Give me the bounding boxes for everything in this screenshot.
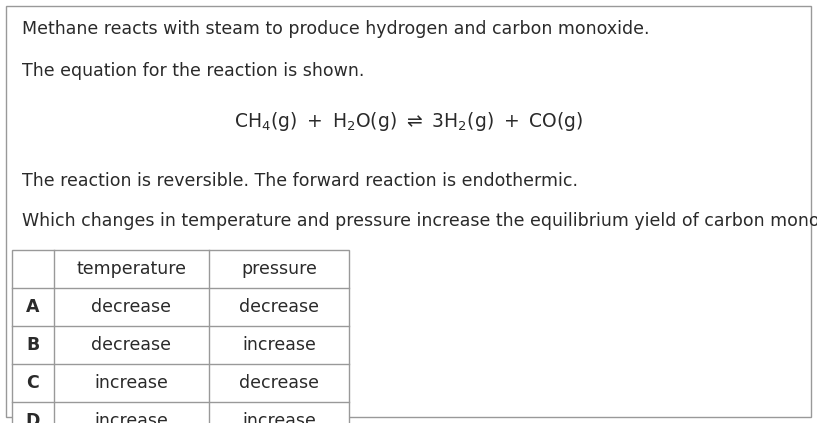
Text: temperature: temperature bbox=[77, 260, 186, 278]
Text: The reaction is reversible. The forward reaction is endothermic.: The reaction is reversible. The forward … bbox=[22, 172, 578, 190]
Text: Methane reacts with steam to produce hydrogen and carbon monoxide.: Methane reacts with steam to produce hyd… bbox=[22, 20, 650, 38]
Bar bbox=[12, 250, 349, 423]
Text: A: A bbox=[26, 298, 40, 316]
Text: B: B bbox=[26, 336, 40, 354]
Text: $\mathrm{CH_4(g)\ +\ H_2O(g)\ \rightleftharpoons\ 3H_2(g)\ +\ CO(g)}$: $\mathrm{CH_4(g)\ +\ H_2O(g)\ \rightleft… bbox=[234, 110, 583, 133]
Text: Which changes in temperature and pressure increase the equilibrium yield of carb: Which changes in temperature and pressur… bbox=[22, 212, 817, 230]
Text: C: C bbox=[27, 374, 39, 392]
Text: decrease: decrease bbox=[239, 374, 319, 392]
Text: increase: increase bbox=[242, 412, 316, 423]
Text: D: D bbox=[26, 412, 40, 423]
Text: decrease: decrease bbox=[92, 336, 172, 354]
Text: decrease: decrease bbox=[239, 298, 319, 316]
Text: increase: increase bbox=[95, 412, 168, 423]
Text: The equation for the reaction is shown.: The equation for the reaction is shown. bbox=[22, 62, 364, 80]
Text: decrease: decrease bbox=[92, 298, 172, 316]
Text: increase: increase bbox=[95, 374, 168, 392]
Text: increase: increase bbox=[242, 336, 316, 354]
Text: pressure: pressure bbox=[241, 260, 317, 278]
